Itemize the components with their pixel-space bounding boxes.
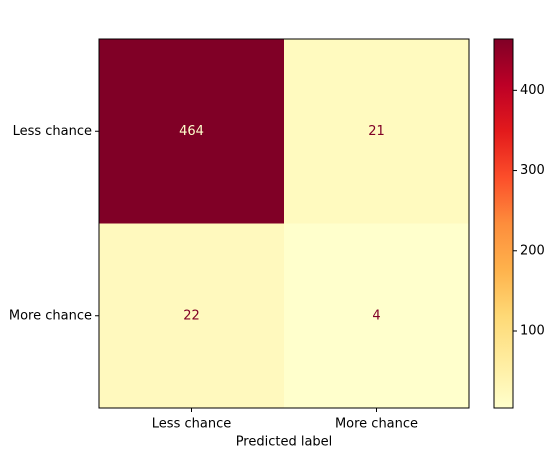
cell-label: 464	[179, 124, 204, 139]
plot-frame	[98, 38, 470, 409]
x-tick-label: More chance	[335, 417, 418, 432]
colorbar-tick-label: 200	[520, 243, 545, 258]
cell-label: 4	[372, 308, 380, 323]
y-tick-label: Less chance	[13, 124, 92, 139]
y-tick-label: More chance	[9, 308, 92, 323]
colorbar-tick-label: 100	[520, 323, 545, 338]
heatmap-cell	[284, 39, 469, 224]
x-tick-label: Less chance	[152, 417, 231, 432]
colorbar	[493, 38, 514, 409]
colorbar-tick-label: 400	[520, 83, 545, 98]
cell-label: 22	[183, 308, 200, 323]
heatmap-cell	[99, 223, 284, 408]
colorbar-tick-label: 300	[520, 163, 545, 178]
heatmap-cell	[99, 39, 284, 224]
heatmap-cell	[284, 223, 469, 408]
cell-label: 21	[368, 124, 385, 139]
x-axis-label: Predicted label	[236, 435, 333, 450]
